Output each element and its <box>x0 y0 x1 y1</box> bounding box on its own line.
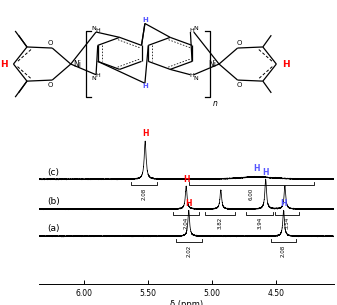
Text: 2.04: 2.04 <box>184 217 189 229</box>
Text: N: N <box>194 26 198 31</box>
Text: H: H <box>190 73 194 78</box>
Text: 3.94: 3.94 <box>257 217 263 229</box>
Text: N: N <box>91 26 96 31</box>
Text: H: H <box>142 84 148 89</box>
Text: (c): (c) <box>48 167 60 177</box>
Text: H: H <box>183 175 189 184</box>
Text: N: N <box>194 76 198 81</box>
Text: O: O <box>48 82 53 88</box>
Text: n: n <box>213 99 218 108</box>
Text: (a): (a) <box>48 224 60 234</box>
X-axis label: δ (ppm): δ (ppm) <box>170 300 203 305</box>
Text: Ni: Ni <box>73 59 81 69</box>
Text: H: H <box>190 28 194 34</box>
Text: 3.54: 3.54 <box>284 217 289 229</box>
Text: H: H <box>142 17 148 23</box>
Text: H: H <box>280 199 287 208</box>
Text: H: H <box>263 168 269 177</box>
Text: O: O <box>237 82 242 88</box>
Text: H: H <box>253 164 260 173</box>
Text: H: H <box>95 73 100 78</box>
Text: H: H <box>95 28 100 34</box>
Text: O: O <box>48 40 53 46</box>
Text: H: H <box>282 59 289 69</box>
Text: 3.82: 3.82 <box>218 217 223 229</box>
Text: H: H <box>185 199 192 208</box>
Text: 6.00: 6.00 <box>249 187 254 200</box>
Text: H: H <box>0 59 8 69</box>
Text: 2.08: 2.08 <box>142 187 146 200</box>
Text: 2.08: 2.08 <box>281 244 286 257</box>
Text: 2.02: 2.02 <box>186 244 191 257</box>
Text: (b): (b) <box>48 197 60 206</box>
Text: O: O <box>237 40 242 46</box>
Text: H: H <box>142 129 148 138</box>
Text: N: N <box>91 76 96 81</box>
Text: Ni: Ni <box>208 59 216 69</box>
